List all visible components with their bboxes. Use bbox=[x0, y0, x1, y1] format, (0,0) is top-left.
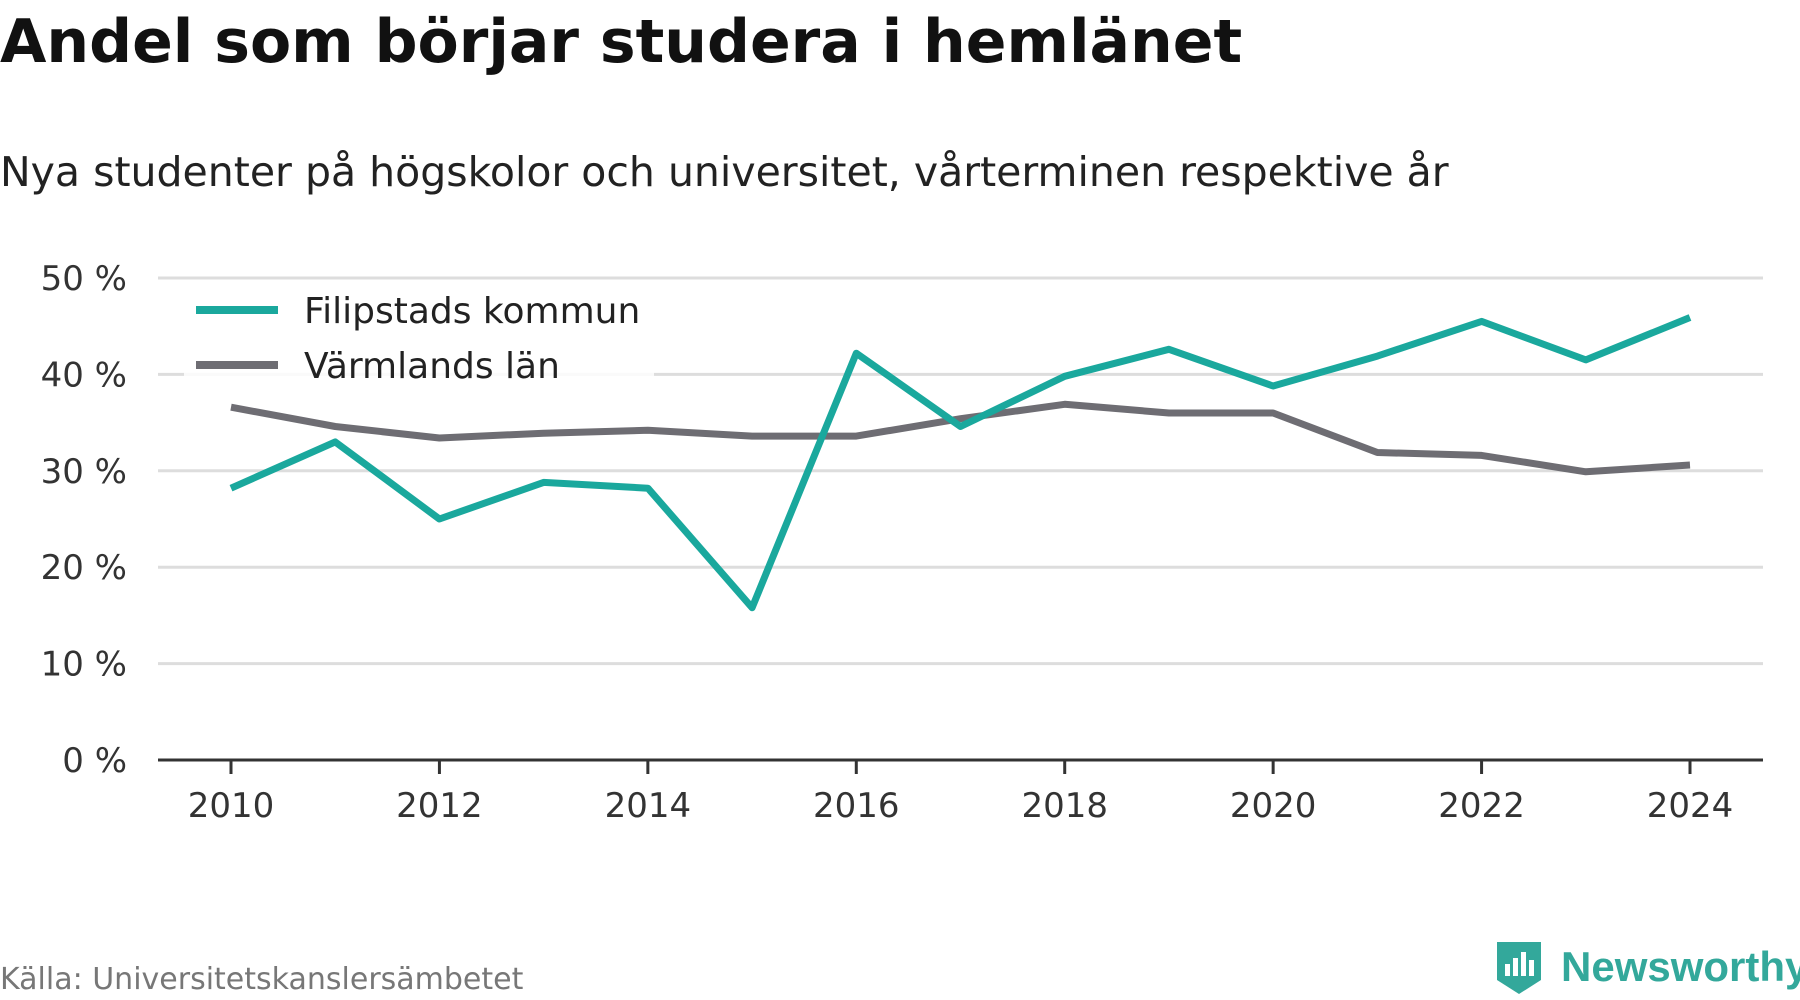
x-tick-label: 2012 bbox=[396, 786, 483, 826]
legend: Filipstads kommun Värmlands län bbox=[184, 280, 654, 387]
x-tick-label: 2020 bbox=[1230, 786, 1317, 826]
bar-chart-badge-icon bbox=[1497, 942, 1541, 994]
x-tick-label: 2018 bbox=[1021, 786, 1108, 826]
y-tick-label: 40 % bbox=[41, 355, 127, 395]
x-tick-label: 2024 bbox=[1647, 786, 1734, 826]
series-line-v-rmlands-l-n bbox=[230, 400, 1691, 476]
x-axis-tick-labels: 2010 2012 2014 2016 2018 2020 2022 2024 bbox=[188, 786, 1734, 826]
chart-subtitle: Nya studenter på högskolor och universit… bbox=[0, 148, 1449, 196]
y-tick-label: 20 % bbox=[41, 548, 127, 588]
x-axis bbox=[158, 758, 1763, 774]
x-tick-label: 2010 bbox=[188, 786, 275, 826]
y-axis-tick-labels: 0 % 10 % 20 % 30 % 40 % 50 % bbox=[41, 259, 127, 781]
y-tick-label: 50 % bbox=[41, 259, 127, 299]
x-tick-label: 2016 bbox=[813, 786, 900, 826]
x-tick-label: 2022 bbox=[1438, 786, 1525, 826]
legend-label: Filipstads kommun bbox=[304, 291, 640, 332]
x-tick-label: 2014 bbox=[605, 786, 692, 826]
y-tick-label: 30 % bbox=[41, 452, 127, 492]
chart-title: Andel som börjar studera i hemlänet bbox=[0, 7, 1243, 77]
legend-label: Värmlands län bbox=[304, 346, 560, 387]
series-lines bbox=[229, 314, 1692, 612]
newsworthy-logo: Newsworthy bbox=[1493, 938, 1800, 998]
y-tick-label: 0 % bbox=[62, 741, 127, 781]
brand-name: Newsworthy bbox=[1561, 943, 1800, 990]
series-line-filipstads-kommun bbox=[229, 314, 1692, 612]
y-tick-label: 10 % bbox=[41, 645, 127, 685]
source-note: Källa: Universitetskanslersämbetet bbox=[0, 962, 524, 997]
